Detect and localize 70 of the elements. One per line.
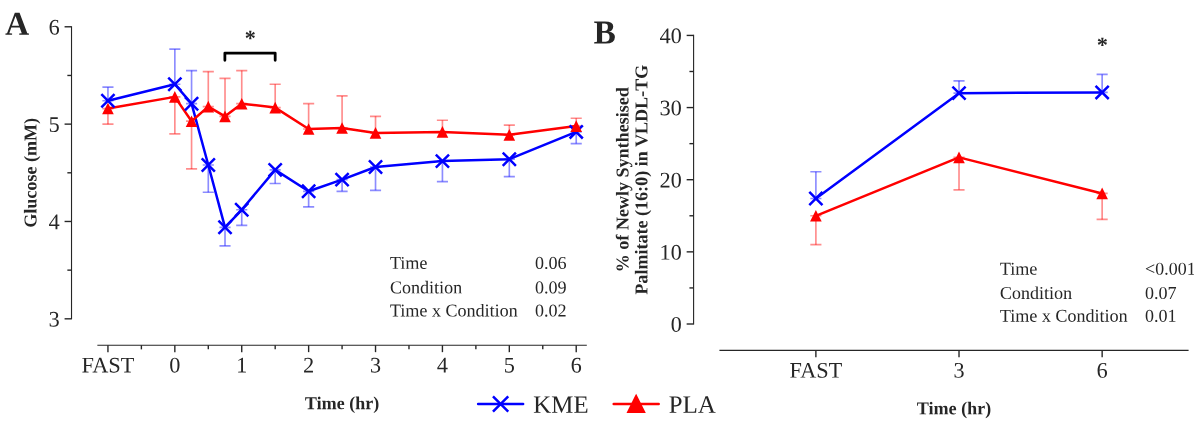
annotation: 0.07 [1145, 286, 1177, 300]
point [1094, 84, 1110, 101]
annotation: Time x Condition [1000, 309, 1128, 322]
point [185, 115, 198, 128]
point [202, 100, 215, 113]
point [1096, 187, 1108, 200]
annotation: 0.09 [535, 281, 566, 294]
x-tick-label: FAST [82, 357, 134, 373]
x-axis-title: Time (hr) [305, 396, 379, 413]
point [503, 129, 516, 141]
point [951, 85, 967, 101]
annotation: * [245, 30, 255, 40]
point [568, 124, 585, 140]
y-tick-label: 4 [49, 214, 60, 230]
x-tick-label: 6 [1097, 362, 1108, 378]
point [167, 76, 183, 93]
x-tick-label: 3 [371, 357, 381, 373]
x-tick-label: 3 [954, 362, 964, 378]
y-axis-title: % of Newly Synthesised Palmitate (16:0) in VLDL-TG [615, 65, 652, 295]
x-tick-label: 6 [571, 357, 582, 373]
point [183, 95, 200, 112]
point [302, 123, 315, 135]
annotation: Time [1000, 262, 1037, 275]
y-tick-label: 6 [49, 19, 60, 35]
y-tick-label: 5 [49, 117, 59, 133]
y-tick-label: 30 [660, 100, 681, 116]
chart-title: A [5, 12, 29, 35]
point [267, 162, 284, 178]
y-tick-label: 3 [49, 311, 59, 327]
point [369, 127, 382, 139]
annotation: Condition [390, 280, 462, 294]
x-tick-label: 4 [437, 357, 448, 373]
point [300, 183, 317, 200]
point [235, 97, 248, 110]
point [436, 126, 449, 138]
point [233, 201, 250, 218]
point [434, 153, 451, 169]
y-tick-label: 0 [671, 316, 681, 332]
annotation: 0.01 [1145, 309, 1176, 322]
point [367, 159, 384, 175]
legend-label: PLA [669, 396, 716, 413]
chart-title: B [594, 21, 615, 44]
annotation: 0.02 [535, 304, 566, 317]
annotation: Time x Condition [390, 303, 518, 317]
point [810, 209, 822, 222]
point [808, 190, 824, 207]
y-tick-label: 20 [660, 172, 681, 188]
point [217, 219, 233, 236]
point [336, 122, 348, 134]
point [269, 101, 281, 114]
annotation: Time [390, 256, 427, 270]
x-tick-label: 2 [304, 357, 313, 373]
point [501, 151, 518, 168]
x-axis-title: Time (hr) [917, 401, 991, 419]
point [334, 171, 350, 188]
point [100, 92, 116, 109]
annotation: * [1097, 37, 1108, 47]
y-tick-label: 10 [661, 244, 681, 260]
x-tick-label: 5 [505, 357, 515, 373]
x-tick-label: 0 [170, 357, 180, 373]
annotation: Condition [1000, 286, 1072, 300]
annotation: <0.001 [1145, 262, 1194, 275]
legend-label: KME [533, 396, 588, 413]
annotation: 0.06 [535, 256, 567, 270]
x-tick-label: 1 [238, 357, 246, 373]
y-axis-title: Glucose (mM) [23, 118, 41, 227]
point [200, 157, 217, 173]
y-tick-label: 40 [660, 28, 681, 44]
x-tick-label: FAST [790, 362, 842, 378]
point [169, 91, 181, 103]
